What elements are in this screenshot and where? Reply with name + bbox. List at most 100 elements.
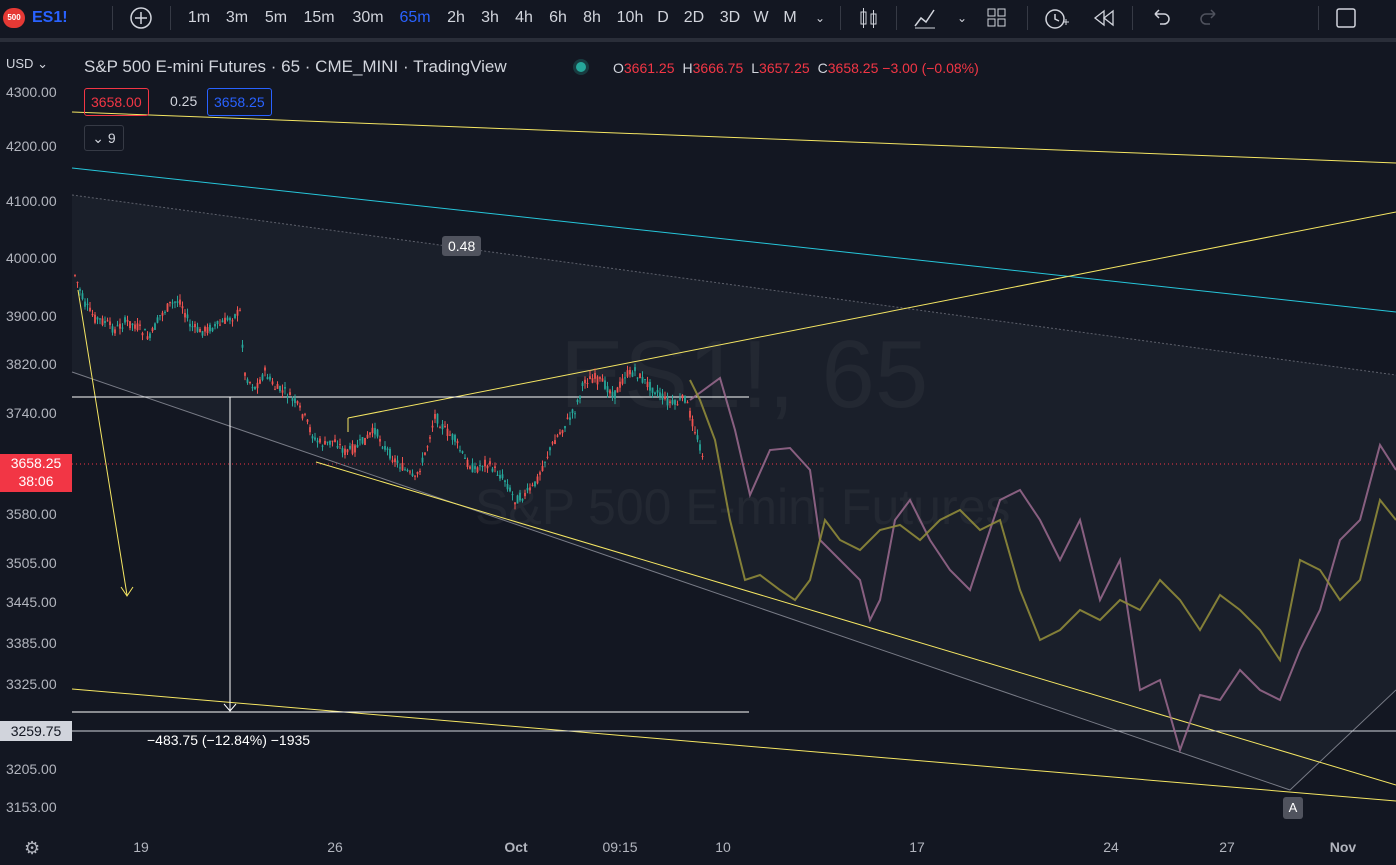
candle-body	[116, 325, 119, 327]
candle-body	[196, 326, 199, 332]
candles-icon[interactable]	[856, 0, 880, 36]
candle-body	[326, 441, 329, 443]
anchor-marker[interactable]: A	[1283, 797, 1303, 819]
market-status-icon	[576, 62, 586, 72]
candle-body	[461, 451, 464, 453]
candle-body	[311, 436, 314, 439]
currency-selector[interactable]: USD ⌄	[6, 56, 48, 72]
candle-body	[271, 381, 274, 385]
interval-D[interactable]: D	[657, 9, 669, 26]
chart-pane[interactable]	[72, 42, 1396, 830]
candle-body	[286, 397, 289, 399]
candle-body	[184, 312, 186, 318]
candle-body	[481, 465, 484, 467]
price-axis[interactable]	[0, 42, 72, 830]
interval-10h[interactable]: 10h	[616, 9, 644, 26]
sell-price-button[interactable]: 3658.00	[84, 88, 149, 116]
indicators-toggle-button[interactable]: ⌄ 9	[84, 125, 124, 151]
chevron-down-icon[interactable]: ⌄	[814, 11, 826, 25]
gear-icon[interactable]: ⚙	[24, 838, 41, 858]
channel-fill	[72, 195, 1396, 790]
plus-circle-icon[interactable]	[128, 0, 154, 36]
buy-price-button[interactable]: 3658.25	[207, 88, 272, 116]
symbol-search-button[interactable]: ES1!	[32, 9, 68, 26]
candle-body	[491, 468, 494, 472]
time-tick-label: 19	[133, 839, 149, 855]
candle-body	[439, 427, 441, 429]
chevron-down-icon: ⌄	[92, 130, 105, 146]
undo-icon[interactable]	[1150, 0, 1172, 36]
bar-countdown: 38:06	[18, 473, 54, 489]
chevron-down-icon[interactable]: ⌄	[956, 11, 968, 25]
candle-body	[451, 434, 454, 440]
candle-body	[679, 398, 681, 400]
candle-body	[249, 382, 251, 384]
candle-body	[469, 466, 471, 469]
candle-body	[516, 495, 519, 504]
candle-body	[454, 435, 456, 442]
interval-4h[interactable]: 4h	[515, 9, 533, 26]
interval-3D[interactable]: 3D	[719, 9, 741, 26]
candle-body	[74, 274, 76, 276]
fib-level-label[interactable]: 0.48	[442, 236, 482, 256]
interval-2h[interactable]: 2h	[447, 9, 465, 26]
candle-body	[446, 428, 449, 436]
candle-body	[666, 398, 669, 406]
candle-body	[109, 321, 111, 326]
candle-body	[651, 387, 654, 393]
alert-icon[interactable]	[1042, 0, 1070, 36]
interval-6h[interactable]: 6h	[549, 9, 567, 26]
trendline-cyan	[71, 167, 1396, 313]
candle-body	[284, 387, 286, 389]
candle-body	[669, 401, 671, 403]
candle-body	[281, 390, 284, 393]
interval-2D[interactable]: 2D	[683, 9, 705, 26]
interval-30m[interactable]: 30m	[352, 9, 384, 26]
redo-icon[interactable]	[1198, 0, 1220, 36]
candle-body	[169, 301, 171, 304]
candle-body	[204, 326, 206, 332]
price-tick-label: 4300.00	[6, 84, 57, 100]
interval-15m[interactable]: 15m	[303, 9, 335, 26]
interval-5m[interactable]: 5m	[264, 9, 288, 26]
ohlc-key-o: O	[613, 60, 624, 76]
interval-3h[interactable]: 3h	[481, 9, 499, 26]
candle-body	[626, 370, 629, 377]
candle-body	[371, 427, 374, 434]
interval-W[interactable]: W	[753, 9, 769, 26]
candle-body	[431, 425, 434, 428]
interval-8h[interactable]: 8h	[583, 9, 601, 26]
candle-body	[421, 457, 424, 463]
candle-body	[179, 299, 181, 305]
layout-icon[interactable]	[985, 0, 1009, 36]
candle-body	[494, 466, 496, 468]
toolbar-divider	[896, 6, 897, 30]
candle-body	[129, 321, 131, 329]
interval-3m[interactable]: 3m	[225, 9, 249, 26]
time-axis[interactable]: 19 26 Oct 09:15 10 17 24 27 Nov	[0, 830, 1396, 865]
indicators-icon[interactable]	[912, 0, 938, 36]
candle-body	[621, 378, 624, 384]
candle-body	[206, 327, 209, 334]
replay-icon[interactable]	[1092, 0, 1116, 36]
candle-body	[209, 324, 211, 332]
fullscreen-icon[interactable]	[1334, 0, 1358, 36]
candle-body	[604, 380, 606, 389]
interval-M[interactable]: M	[783, 9, 797, 26]
candle-body	[149, 333, 151, 338]
candle-body	[551, 442, 554, 444]
candle-body	[336, 445, 339, 448]
candle-body	[329, 440, 331, 445]
time-tick-label: 17	[909, 839, 925, 855]
candle-body	[214, 324, 216, 327]
current-price-label: 3658.25 38:06	[0, 454, 72, 492]
interval-1m[interactable]: 1m	[187, 9, 211, 26]
candle-body	[639, 373, 641, 378]
interval-65m[interactable]: 65m	[399, 9, 431, 26]
spread-value: 0.25	[170, 93, 198, 109]
candle-body	[349, 445, 351, 449]
candle-body	[76, 281, 79, 283]
candle-body	[671, 400, 674, 404]
candle-body	[121, 327, 124, 329]
candle-body	[641, 376, 644, 383]
